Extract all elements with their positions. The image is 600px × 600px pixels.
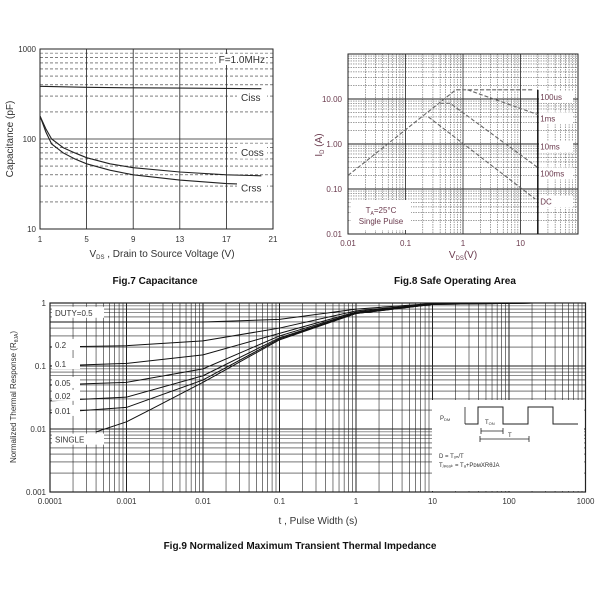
label-bg bbox=[539, 112, 574, 125]
y-tick-label: 10.00 bbox=[322, 95, 343, 104]
x-tick-label: 0.0001 bbox=[38, 497, 63, 506]
inset-duty-equation: D = Tₒₙ/T bbox=[439, 454, 464, 460]
thermal-curve bbox=[49, 302, 533, 414]
plot-frame bbox=[347, 53, 579, 235]
fig8-single-pulse-annotation: Single Pulse bbox=[359, 217, 404, 226]
y-tick-label: 1 bbox=[42, 299, 47, 308]
soa-label-10ms: 10ms bbox=[540, 143, 560, 152]
x-tick-label: 10 bbox=[428, 497, 437, 506]
fig7-xlabel: VDS , Drain to Source Voltage (V) bbox=[89, 249, 234, 261]
y-tick-label: 0.001 bbox=[26, 488, 47, 497]
series-label-ciss: Ciss bbox=[241, 93, 260, 104]
label-bg bbox=[52, 433, 104, 445]
y-tick-label: 100 bbox=[23, 135, 37, 144]
soa-label-100ms: 100ms bbox=[540, 169, 564, 178]
y-tick-label: 0.01 bbox=[326, 230, 342, 239]
thermal-curve bbox=[49, 302, 533, 348]
duty-label: DUTY=0.5 bbox=[55, 309, 93, 318]
soa-line-10ms bbox=[440, 102, 539, 168]
inset-tjpeak-equation: Tⱼₚₑₐₖ = Tₐ+PᴅᴍXRθJA bbox=[439, 463, 500, 469]
fig9-ylabel: Normalized Thermal Response (RθJA) bbox=[9, 331, 20, 463]
duty-label: SINGLE bbox=[55, 436, 84, 445]
y-tick-label: 1000 bbox=[18, 45, 36, 54]
label-bg bbox=[52, 339, 80, 351]
fig8-xlabel: VDS(V) bbox=[449, 250, 477, 262]
label-bg bbox=[237, 182, 267, 195]
fig7-title: Fig.7 Capacitance bbox=[112, 276, 197, 287]
y-tick-label: 0.10 bbox=[326, 185, 342, 194]
x-tick-label: 0.001 bbox=[116, 497, 137, 506]
duty-label: 0.01 bbox=[55, 407, 71, 416]
label-bg bbox=[539, 167, 574, 180]
duty-label: 0.05 bbox=[55, 379, 71, 388]
x-tick-label: 100 bbox=[502, 497, 516, 506]
duty-label: 0.02 bbox=[55, 392, 71, 401]
soa-label-1ms: 1ms bbox=[540, 114, 555, 123]
label-bg bbox=[539, 140, 574, 153]
x-tick-label: 0.1 bbox=[400, 239, 412, 248]
x-tick-label: 13 bbox=[175, 235, 184, 244]
duty-label: 0.1 bbox=[55, 360, 67, 369]
fig9-xlabel: t , Pulse Width (s) bbox=[279, 516, 358, 527]
y-tick-label: 1.00 bbox=[326, 140, 342, 149]
fig8-title: Fig.8 Safe Operating Area bbox=[394, 276, 516, 287]
label-bg bbox=[539, 91, 574, 104]
fig7-capacitance-chart: 1 5 9 13 17 21 10 100 1000 Ciss Coss Crss bbox=[18, 45, 278, 244]
soa-label-DC: DC bbox=[540, 198, 552, 207]
x-tick-label: 1 bbox=[354, 497, 359, 506]
soa-line-100us bbox=[347, 89, 534, 176]
fig8-ambient-temp-annotation: TA=25°C bbox=[366, 206, 397, 217]
series-crss bbox=[39, 115, 262, 186]
x-tick-label: 5 bbox=[84, 235, 89, 244]
x-tick-label: 0.01 bbox=[340, 239, 356, 248]
series-label-crss: Crss bbox=[241, 183, 262, 194]
thermal-curve bbox=[95, 302, 533, 433]
pulse-waveform bbox=[465, 406, 578, 425]
x-tick-label: 0.1 bbox=[274, 497, 286, 506]
series-coss bbox=[39, 115, 262, 177]
y-tick-label: 0.01 bbox=[30, 425, 46, 434]
soa-line-1ms bbox=[467, 89, 538, 116]
y-tick-label: 10 bbox=[27, 225, 36, 234]
label-bg bbox=[237, 92, 267, 105]
plot-frame bbox=[49, 302, 587, 493]
fig8-safe-operating-area-chart: 0.01 0.1 1 10 0.01 0.10 1.00 10.00 100us 1ms 10ms 1… bbox=[322, 53, 579, 248]
fig8-ylabel: ID (A) bbox=[314, 133, 326, 156]
label-bg bbox=[539, 195, 574, 208]
fig7-ylabel: Capacitance (pF) bbox=[5, 101, 16, 178]
label-bg bbox=[52, 358, 80, 369]
series-label-coss: Coss bbox=[241, 148, 264, 159]
soa-label-100us: 100us bbox=[540, 93, 562, 102]
inset-period-label: T bbox=[508, 433, 512, 439]
x-tick-label: 17 bbox=[222, 235, 231, 244]
label-bg bbox=[237, 146, 267, 159]
y-tick-label: 0.1 bbox=[35, 362, 47, 371]
x-tick-label: 1 bbox=[38, 235, 43, 244]
label-bg bbox=[52, 376, 80, 388]
inset-pdm-label: PDM bbox=[440, 416, 450, 422]
duty-cycle-inset: PDM TON T D = Tₒₙ/T Tⱼₚₑₐₖ = Tₐ+PᴅᴍXRθJA bbox=[432, 400, 584, 491]
x-tick-label: 1000 bbox=[577, 497, 595, 506]
series-ciss bbox=[39, 85, 262, 90]
soa-line-100ms bbox=[428, 116, 536, 200]
plot-frame bbox=[39, 48, 274, 230]
x-tick-label: 0.01 bbox=[195, 497, 211, 506]
x-tick-label: 10 bbox=[516, 239, 525, 248]
label-bg bbox=[52, 389, 80, 401]
thermal-curve bbox=[49, 302, 533, 386]
fig7-frequency-annotation: F=1.0MHz bbox=[219, 55, 265, 66]
duty-label: 0.2 bbox=[55, 341, 67, 350]
x-tick-label: 1 bbox=[461, 239, 466, 248]
label-bg bbox=[52, 306, 104, 318]
inset-ton-label: TON bbox=[485, 420, 495, 426]
fig9-title: Fig.9 Normalized Maximum Transient Therm… bbox=[164, 541, 437, 552]
label-bg bbox=[52, 404, 80, 416]
fig9-thermal-impedance-chart: 0.0001 0.001 0.01 0.1 1 10 100 10000.0010.010.1… bbox=[26, 299, 595, 506]
x-tick-label: 21 bbox=[269, 235, 278, 244]
x-tick-label: 9 bbox=[131, 235, 136, 244]
